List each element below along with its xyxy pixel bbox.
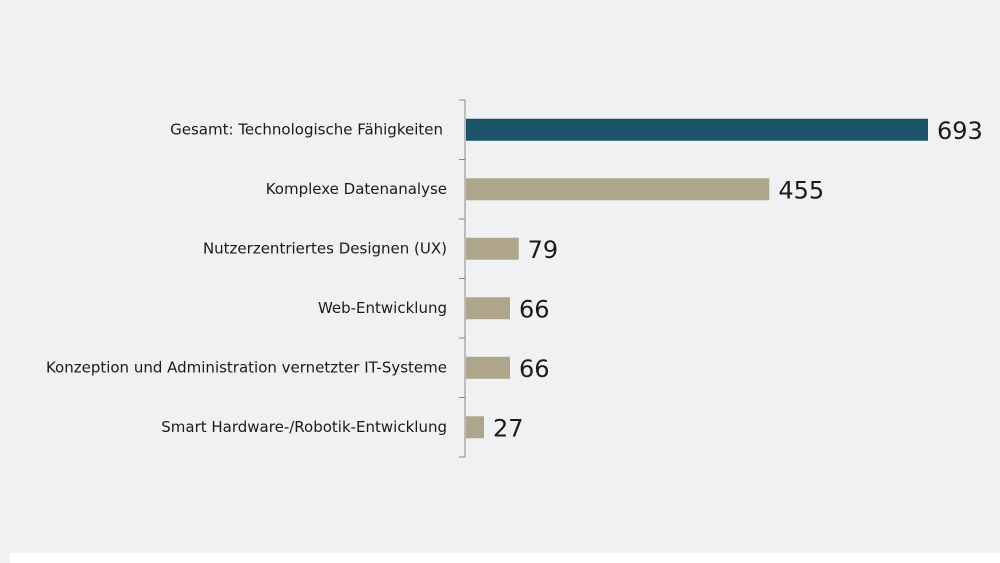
bar <box>466 297 510 320</box>
value-label: 66 <box>519 355 550 383</box>
category-label: Web-Entwicklung <box>318 299 447 317</box>
value-label: 455 <box>778 176 824 204</box>
value-label: 66 <box>519 295 550 323</box>
value-label: 79 <box>528 236 559 264</box>
bar <box>466 237 519 260</box>
category-label: Nutzerzentriertes Designen (UX) <box>203 239 447 257</box>
category-label: Komplexe Datenanalyse <box>266 180 447 198</box>
footer-strip <box>10 553 1000 563</box>
category-label: Gesamt: Technologische Fähigkeiten <box>170 120 443 138</box>
value-label: 27 <box>493 414 524 442</box>
bar <box>466 118 928 141</box>
bar <box>466 356 510 379</box>
value-label: 693 <box>937 117 983 145</box>
category-label: Smart Hardware-/Robotik-Entwicklung <box>161 418 447 436</box>
category-label: Konzeption und Administration vernetzter… <box>46 358 447 376</box>
bar <box>466 416 484 439</box>
bar <box>466 178 770 201</box>
